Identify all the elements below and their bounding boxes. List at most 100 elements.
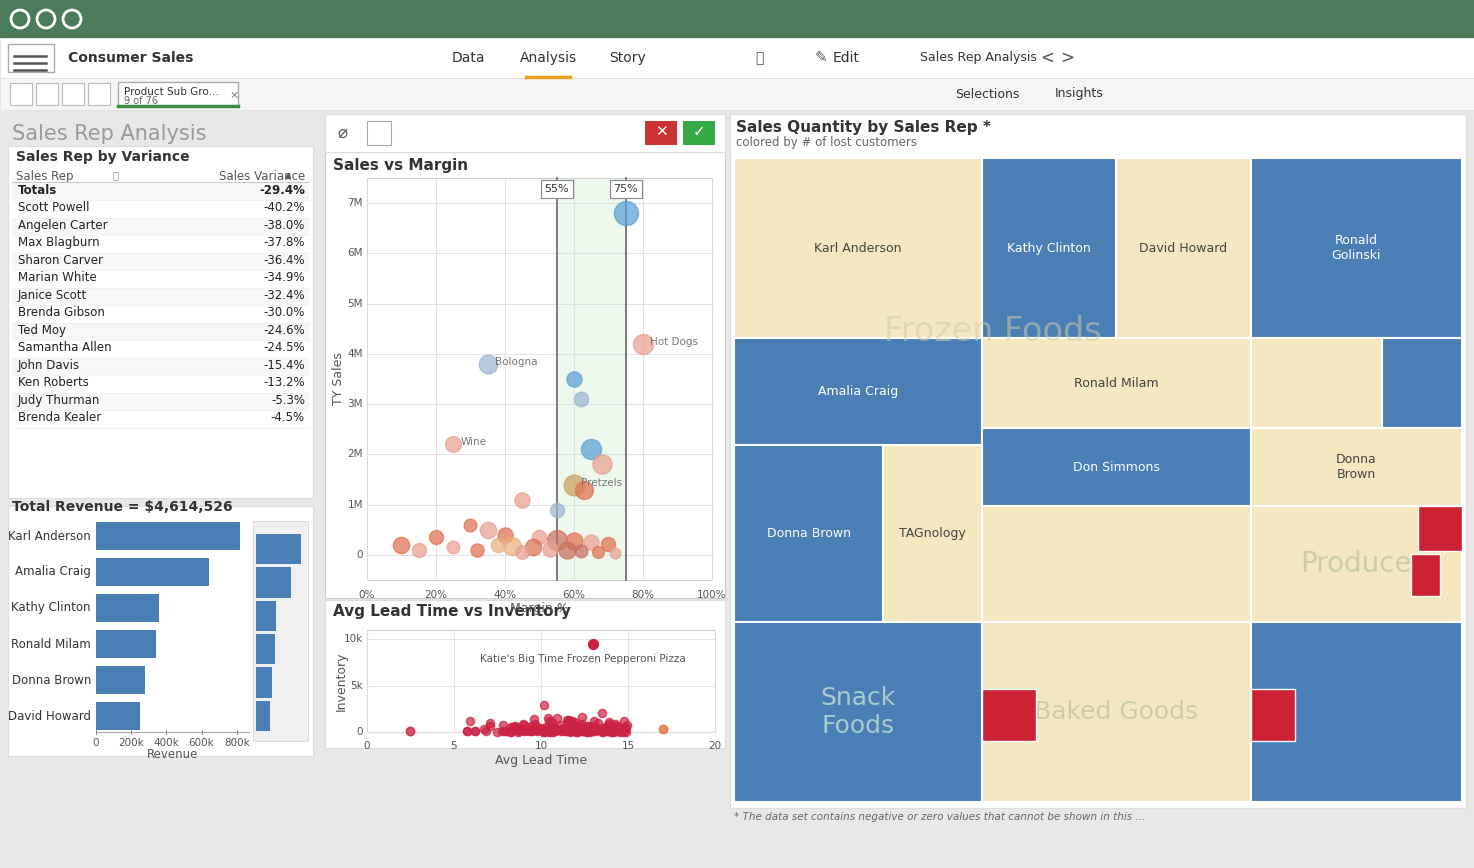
FancyBboxPatch shape	[734, 444, 883, 621]
Point	[557, 713, 581, 727]
Point	[609, 723, 632, 737]
Point	[511, 718, 535, 732]
FancyBboxPatch shape	[7, 44, 55, 72]
Text: 0: 0	[364, 741, 370, 751]
Text: -29.4%: -29.4%	[259, 184, 305, 197]
FancyBboxPatch shape	[254, 521, 308, 741]
FancyBboxPatch shape	[12, 410, 310, 428]
FancyBboxPatch shape	[88, 83, 111, 105]
Point	[578, 723, 601, 737]
Point	[575, 721, 598, 735]
Point	[522, 713, 545, 727]
Point	[501, 720, 525, 734]
Text: 400k: 400k	[153, 738, 180, 748]
Point	[398, 724, 422, 738]
Point	[559, 724, 582, 738]
Point	[547, 723, 570, 737]
Point	[563, 721, 587, 735]
Point	[550, 719, 573, 733]
Text: -24.5%: -24.5%	[264, 341, 305, 354]
FancyBboxPatch shape	[256, 534, 301, 564]
FancyBboxPatch shape	[12, 340, 310, 358]
FancyBboxPatch shape	[730, 114, 1467, 808]
Text: Samantha Allen: Samantha Allen	[18, 341, 112, 354]
Point	[595, 719, 619, 733]
Point	[600, 723, 624, 737]
Point	[587, 721, 610, 735]
FancyBboxPatch shape	[256, 700, 270, 731]
Point	[525, 720, 548, 734]
Text: TY Sales: TY Sales	[333, 352, 345, 405]
Text: David Howard: David Howard	[1139, 241, 1228, 254]
Point	[575, 725, 598, 739]
Text: Insights: Insights	[1055, 88, 1104, 101]
Text: Bologna: Bologna	[495, 357, 537, 367]
Point	[562, 723, 585, 737]
Point	[560, 720, 584, 734]
FancyBboxPatch shape	[982, 339, 1251, 429]
Point	[612, 725, 635, 739]
Point	[565, 724, 588, 738]
Point	[550, 722, 573, 736]
Point	[569, 544, 593, 558]
FancyBboxPatch shape	[1411, 554, 1440, 596]
Point	[556, 713, 579, 727]
FancyBboxPatch shape	[646, 121, 677, 145]
Text: Sales Variance: Sales Variance	[218, 170, 305, 183]
Text: Story: Story	[610, 51, 647, 65]
FancyBboxPatch shape	[256, 601, 276, 631]
Point	[535, 720, 559, 733]
FancyBboxPatch shape	[7, 506, 312, 756]
Point	[559, 715, 582, 729]
Point	[548, 724, 572, 738]
Point	[573, 724, 597, 738]
Point	[542, 724, 566, 738]
Point	[538, 542, 562, 556]
FancyBboxPatch shape	[982, 689, 1036, 740]
FancyBboxPatch shape	[734, 339, 982, 444]
Point	[582, 714, 606, 728]
Point	[591, 725, 615, 739]
Point	[597, 715, 621, 729]
Point	[613, 714, 637, 728]
Point	[631, 337, 654, 351]
Point	[541, 724, 565, 738]
Text: Angelen Carter: Angelen Carter	[18, 219, 108, 232]
Text: 0: 0	[93, 738, 99, 748]
Point	[567, 725, 591, 739]
Text: 60%: 60%	[563, 590, 585, 600]
Text: 20: 20	[709, 741, 722, 751]
FancyBboxPatch shape	[324, 114, 725, 152]
FancyBboxPatch shape	[118, 82, 237, 106]
Text: 0: 0	[357, 727, 363, 737]
FancyBboxPatch shape	[982, 429, 1251, 506]
Point	[593, 720, 616, 734]
Point	[575, 721, 598, 735]
Point	[532, 699, 556, 713]
Point	[603, 724, 626, 738]
Text: 0%: 0%	[358, 590, 376, 600]
Point	[537, 722, 560, 736]
Text: 20%: 20%	[425, 590, 448, 600]
FancyBboxPatch shape	[35, 83, 57, 105]
Point	[532, 723, 556, 737]
Text: Donna Brown: Donna Brown	[766, 527, 850, 540]
Text: ✕: ✕	[230, 91, 239, 101]
Text: Revenue: Revenue	[147, 748, 198, 761]
Point	[603, 717, 626, 731]
Point	[559, 725, 582, 739]
Text: Karl Anderson: Karl Anderson	[814, 241, 902, 254]
Point	[539, 725, 563, 739]
FancyBboxPatch shape	[12, 358, 310, 375]
Point	[572, 483, 595, 496]
Text: 🔍: 🔍	[113, 170, 119, 180]
Point	[615, 207, 638, 220]
Text: Katie's Big Time Frozen Pepperoni Pizza: Katie's Big Time Frozen Pepperoni Pizza	[481, 654, 685, 664]
FancyBboxPatch shape	[367, 178, 712, 580]
Text: Sales Rep Analysis: Sales Rep Analysis	[12, 124, 206, 144]
Text: Sharon Carver: Sharon Carver	[18, 253, 103, 266]
Text: 10k: 10k	[343, 635, 363, 644]
Point	[560, 722, 584, 736]
Point	[479, 716, 503, 730]
Point	[591, 725, 615, 739]
